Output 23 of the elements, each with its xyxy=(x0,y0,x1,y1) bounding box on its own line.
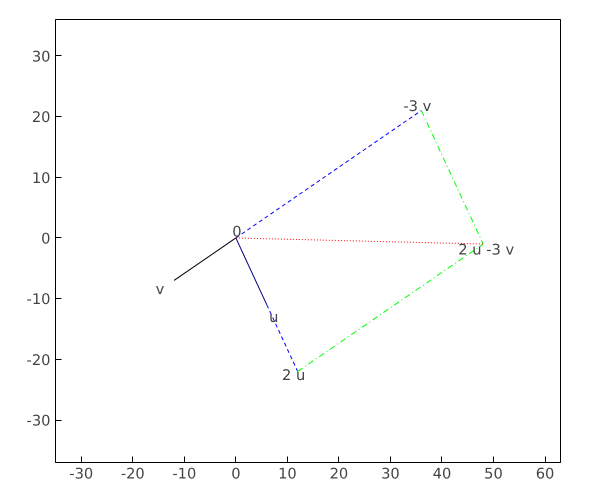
annotation: 2 u -3 v xyxy=(458,242,514,259)
annotation: u xyxy=(269,309,278,326)
x-tick-label: -20 xyxy=(120,466,145,482)
x-tick-label: 40 xyxy=(432,466,452,482)
y-tick-label: -20 xyxy=(26,352,51,369)
x-tick-label: 20 xyxy=(330,466,348,482)
y-tick-label: -30 xyxy=(26,412,51,430)
x-tick-label: 10 xyxy=(278,466,297,482)
y-tick-label: 0 xyxy=(41,230,51,248)
y-tick-label: -10 xyxy=(26,291,51,308)
x-tick-label: 60 xyxy=(536,466,554,482)
y-tick-label: 20 xyxy=(32,109,51,126)
x-tick-label: 50 xyxy=(484,466,503,482)
x-tick-label: -30 xyxy=(69,466,94,482)
annotation: 0 xyxy=(232,223,242,240)
x-tick-label: -10 xyxy=(172,466,196,482)
annotation: -3 v xyxy=(403,98,432,116)
annotation: v xyxy=(156,280,165,298)
x-tick-label: 30 xyxy=(381,466,400,482)
y-tick-label: 30 xyxy=(32,48,51,66)
annotation: 2 u xyxy=(282,366,306,384)
x-tick-label: 0 xyxy=(231,466,241,482)
y-tick-label: 10 xyxy=(32,170,51,187)
